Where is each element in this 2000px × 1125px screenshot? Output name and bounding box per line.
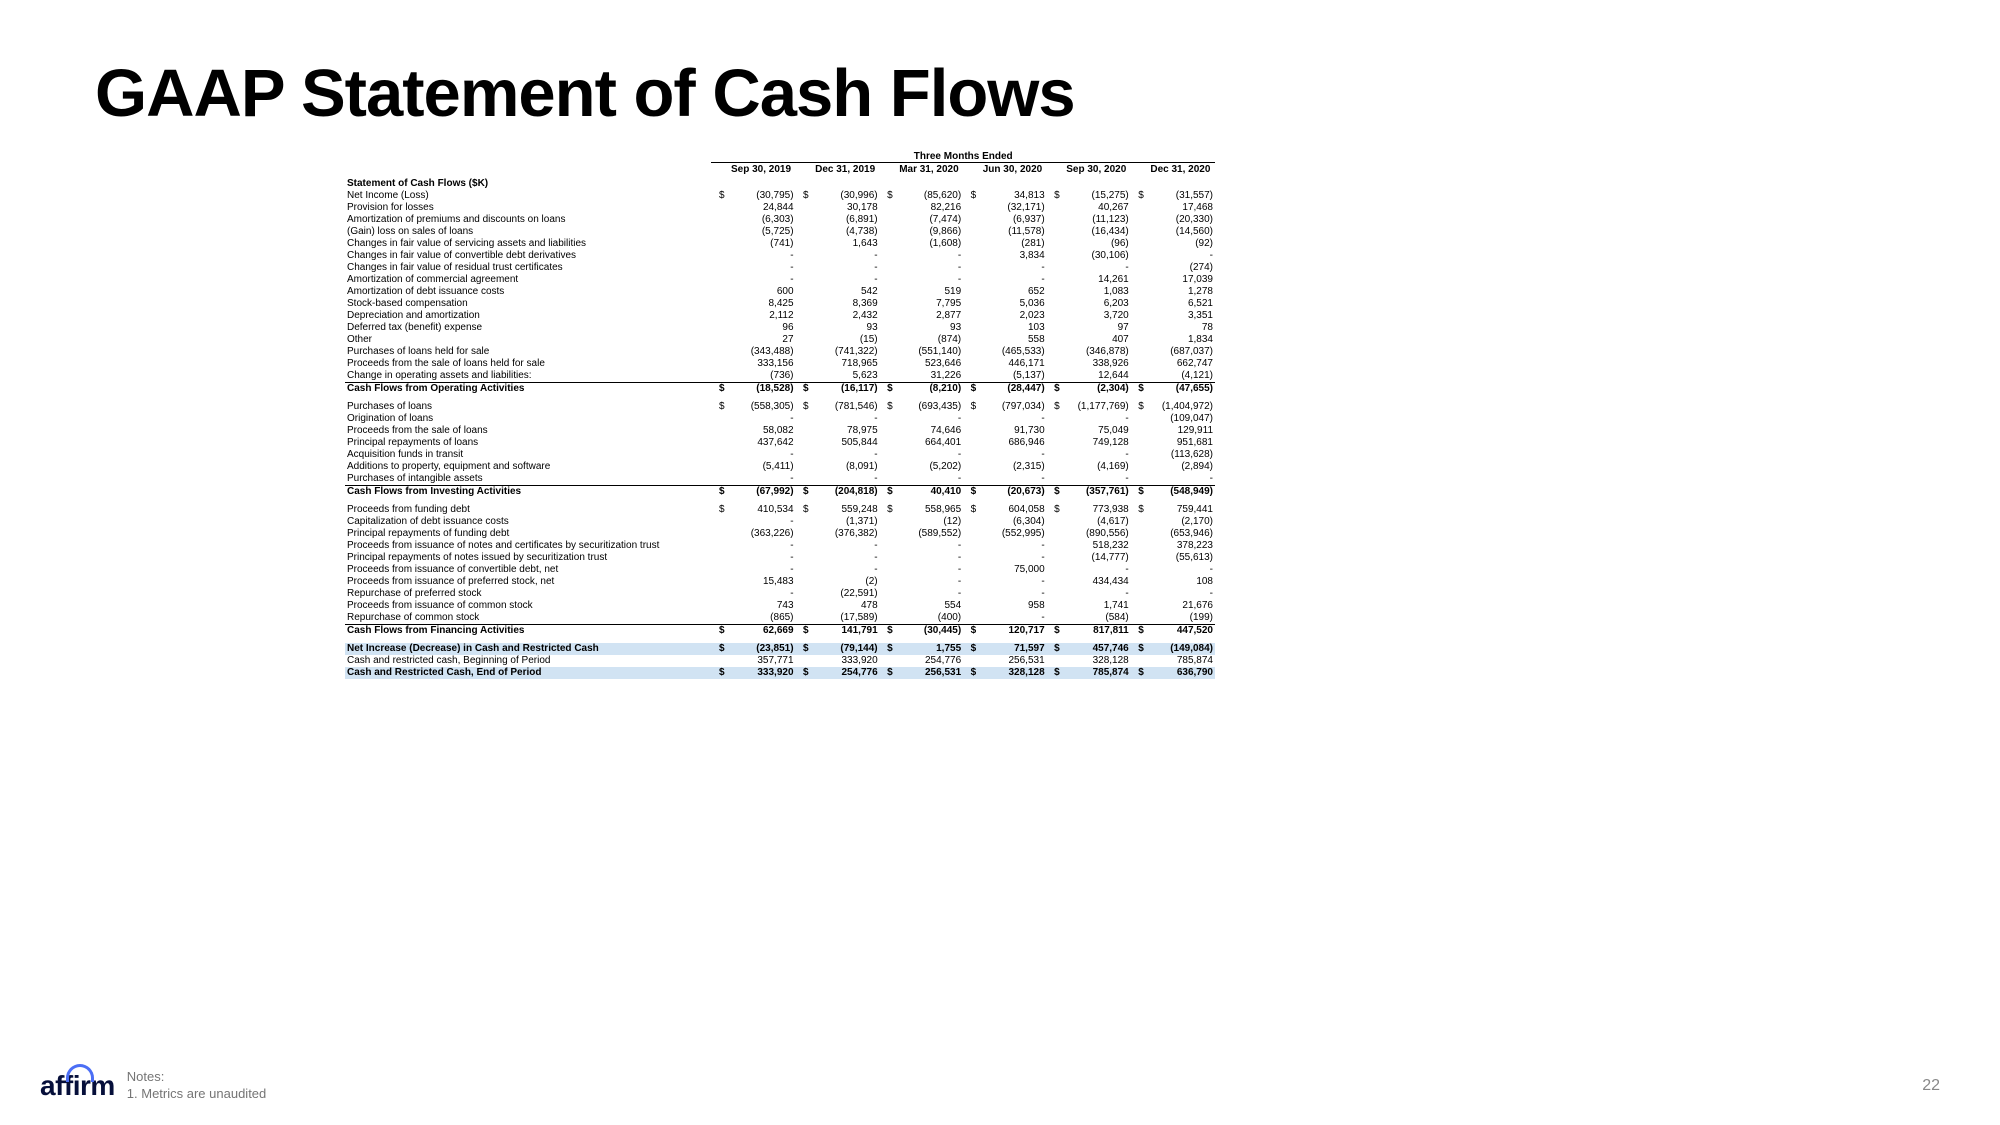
net-increase-row: Net Increase (Decrease) in Cash and Rest… bbox=[345, 643, 1215, 655]
table-row: Acquisition funds in transit-----(113,62… bbox=[345, 449, 1215, 461]
table-row: (Gain) loss on sales of loans(5,725)(4,7… bbox=[345, 226, 1215, 238]
table-row: Provision for losses24,84430,17882,216(3… bbox=[345, 202, 1215, 214]
table-row: Principal repayments of loans437,642505,… bbox=[345, 437, 1215, 449]
table-row: Principal repayments of funding debt(363… bbox=[345, 528, 1215, 540]
table-row: Other27(15)(874)5584071,834 bbox=[345, 334, 1215, 346]
table-row: Proceeds from issuance of common stock74… bbox=[345, 600, 1215, 612]
table-row: Proceeds from the sale of loans held for… bbox=[345, 358, 1215, 370]
footer: affirm Notes: 1. Metrics are unaudited bbox=[40, 1069, 266, 1103]
table-row: Purchases of loans$(558,305)$(781,546)$(… bbox=[345, 401, 1215, 413]
table-row: Amortization of premiums and discounts o… bbox=[345, 214, 1215, 226]
table-row: Purchases of loans held for sale(343,488… bbox=[345, 346, 1215, 358]
table-row: Proceeds from funding debt$410,534$559,2… bbox=[345, 504, 1215, 516]
page-number: 22 bbox=[1922, 1077, 1940, 1095]
table-row: Additions to property, equipment and sof… bbox=[345, 461, 1215, 473]
subtotal-financing: Cash Flows from Financing Activities$62,… bbox=[345, 624, 1215, 637]
footer-notes: Notes: 1. Metrics are unaudited bbox=[127, 1069, 266, 1103]
table-row: Repurchase of common stock(865)(17,589)(… bbox=[345, 612, 1215, 625]
affirm-logo: affirm bbox=[40, 1070, 115, 1102]
table-row: Amortization of commercial agreement----… bbox=[345, 274, 1215, 286]
cash-begin-row: Cash and restricted cash, Beginning of P… bbox=[345, 655, 1215, 667]
table-row: Proceeds from issuance of preferred stoc… bbox=[345, 576, 1215, 588]
section-operating: Statement of Cash Flows ($K) bbox=[345, 178, 711, 190]
table-row: Repurchase of preferred stock-(22,591)--… bbox=[345, 588, 1215, 600]
super-header: Three Months Ended bbox=[711, 150, 1215, 163]
table-row: Amortization of debt issuance costs60054… bbox=[345, 286, 1215, 298]
table-row: Purchases of intangible assets------ bbox=[345, 473, 1215, 486]
table-row: Deferred tax (benefit) expense9693931039… bbox=[345, 322, 1215, 334]
cash-end-row: Cash and Restricted Cash, End of Period$… bbox=[345, 667, 1215, 679]
subtotal-investing: Cash Flows from Investing Activities$(67… bbox=[345, 485, 1215, 498]
logo-arc-icon bbox=[66, 1064, 94, 1082]
table-row: Changes in fair value of residual trust … bbox=[345, 262, 1215, 274]
cash-flows-table: Three Months Ended Sep 30, 2019 Dec 31, … bbox=[345, 150, 1215, 679]
table-row: Proceeds from issuance of notes and cert… bbox=[345, 540, 1215, 552]
table-row: Changes in fair value of servicing asset… bbox=[345, 238, 1215, 250]
table-row: Depreciation and amortization2,1122,4322… bbox=[345, 310, 1215, 322]
subtotal-operating: Cash Flows from Operating Activities$(18… bbox=[345, 382, 1215, 395]
table-row: Change in operating assets and liabiliti… bbox=[345, 370, 1215, 383]
table-row: Origination of loans-----(109,047) bbox=[345, 413, 1215, 425]
column-headers: Sep 30, 2019 Dec 31, 2019 Mar 31, 2020 J… bbox=[345, 163, 1215, 178]
table-row: Stock-based compensation8,4258,3697,7955… bbox=[345, 298, 1215, 310]
table-row: Changes in fair value of convertible deb… bbox=[345, 250, 1215, 262]
table-row: Capitalization of debt issuance costs-(1… bbox=[345, 516, 1215, 528]
table-row: Proceeds from the sale of loans58,08278,… bbox=[345, 425, 1215, 437]
page-title: GAAP Statement of Cash Flows bbox=[95, 55, 1905, 132]
table-row: Proceeds from issuance of convertible de… bbox=[345, 564, 1215, 576]
table-row: Net Income (Loss)$(30,795)$(30,996)$(85,… bbox=[345, 190, 1215, 202]
table-row: Principal repayments of notes issued by … bbox=[345, 552, 1215, 564]
